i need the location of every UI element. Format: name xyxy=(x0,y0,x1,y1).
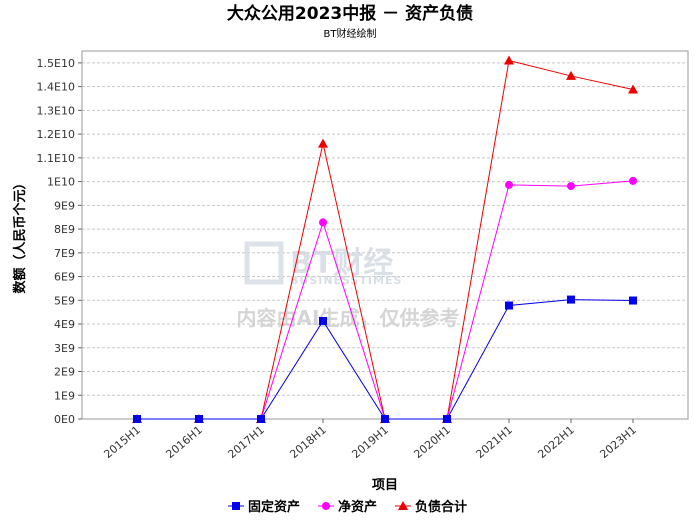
legend-label: 净资产 xyxy=(338,499,377,515)
data-point xyxy=(257,415,265,423)
legend-label: 固定资产 xyxy=(248,499,300,515)
y-tick-label: 8E9 xyxy=(54,223,75,236)
legend-marker xyxy=(232,502,240,510)
plot-area xyxy=(81,50,689,420)
data-point xyxy=(628,84,638,94)
data-point xyxy=(566,70,576,80)
y-tick-label: 1.5E10 xyxy=(37,57,75,70)
data-point xyxy=(318,138,328,148)
y-tick-label: 6E9 xyxy=(54,271,75,284)
data-point xyxy=(567,182,575,191)
y-tick-label: 1.4E10 xyxy=(37,81,75,94)
series-group xyxy=(133,295,637,423)
y-tick-label: 1E9 xyxy=(54,389,75,402)
series xyxy=(132,55,638,423)
y-tick-label: 5E9 xyxy=(54,294,75,307)
y-tick-label: 1.1E10 xyxy=(37,152,75,165)
data-point xyxy=(629,296,637,305)
watermark-logo xyxy=(244,241,284,285)
data-point xyxy=(505,180,513,189)
y-tick-label: 3E9 xyxy=(54,342,75,355)
legend-marker xyxy=(322,502,330,510)
y-tick-label: 1E10 xyxy=(47,176,75,189)
legend-item: 负债合计 xyxy=(395,499,467,515)
data-point xyxy=(133,415,141,423)
chart-subtitle: BT财经绘制 xyxy=(324,27,377,40)
y-tick-label: 1.2E10 xyxy=(37,128,75,141)
legend-item: 净资产 xyxy=(318,499,377,515)
x-tick-label: 2020H1 xyxy=(411,423,452,461)
y-tick-label: 9E9 xyxy=(54,199,75,212)
x-axis-label: 项目 xyxy=(372,478,398,493)
watermark: BT财经 BUSINESSTIMES 内容由AI生成，仅供参考 xyxy=(237,241,460,330)
data-point xyxy=(381,415,389,423)
x-tick-label: 2023H1 xyxy=(597,423,638,461)
y-axis-label: 数额（人民币个元） xyxy=(12,176,28,293)
x-tick-label: 2022H1 xyxy=(535,423,576,461)
x-tick-label: 2016H1 xyxy=(163,423,204,461)
y-axis-ticks: 0E0 1E9 2E9 3E9 4E9 5E9 6E9 7E9 8E9 9E9 1E10 1.1E10… xyxy=(37,57,82,426)
chart-title: 大众公用2023中报 － 资产负债 xyxy=(227,3,473,24)
data-point xyxy=(443,415,451,423)
data-point xyxy=(195,415,203,423)
y-tick-label: 4E9 xyxy=(54,318,75,331)
legend-item: 固定资产 xyxy=(228,499,300,515)
data-point xyxy=(319,316,327,325)
x-tick-label: 2021H1 xyxy=(473,423,514,461)
data-point xyxy=(567,295,575,304)
legend-label: 负债合计 xyxy=(415,499,467,515)
watermark-brand: BT财经 xyxy=(290,246,393,281)
x-tick-label: 2018H1 xyxy=(287,423,328,461)
data-point xyxy=(319,218,327,227)
legend: 固定资产 净资产 负债合计 xyxy=(228,499,467,515)
grid-lines xyxy=(82,62,688,396)
watermark-notice: 内容由AI生成，仅供参考 xyxy=(237,306,460,330)
y-tick-label: 2E9 xyxy=(54,366,75,379)
data-point xyxy=(629,176,637,185)
x-tick-label: 2019H1 xyxy=(349,423,390,461)
watermark-brand-en: BUSINESSTIMES xyxy=(290,274,402,287)
y-tick-label: 0E0 xyxy=(54,413,75,426)
data-point xyxy=(504,55,514,65)
data-point xyxy=(505,301,513,310)
x-axis-ticks: 2015H1 2016H1 2017H1 2018H1 2019H1 2020H1 2021… xyxy=(101,419,639,461)
x-tick-label: 2017H1 xyxy=(225,423,266,461)
y-tick-label: 7E9 xyxy=(54,247,75,260)
x-tick-label: 2015H1 xyxy=(101,423,142,461)
legend-marker xyxy=(398,501,408,510)
y-tick-label: 1.3E10 xyxy=(37,104,75,117)
